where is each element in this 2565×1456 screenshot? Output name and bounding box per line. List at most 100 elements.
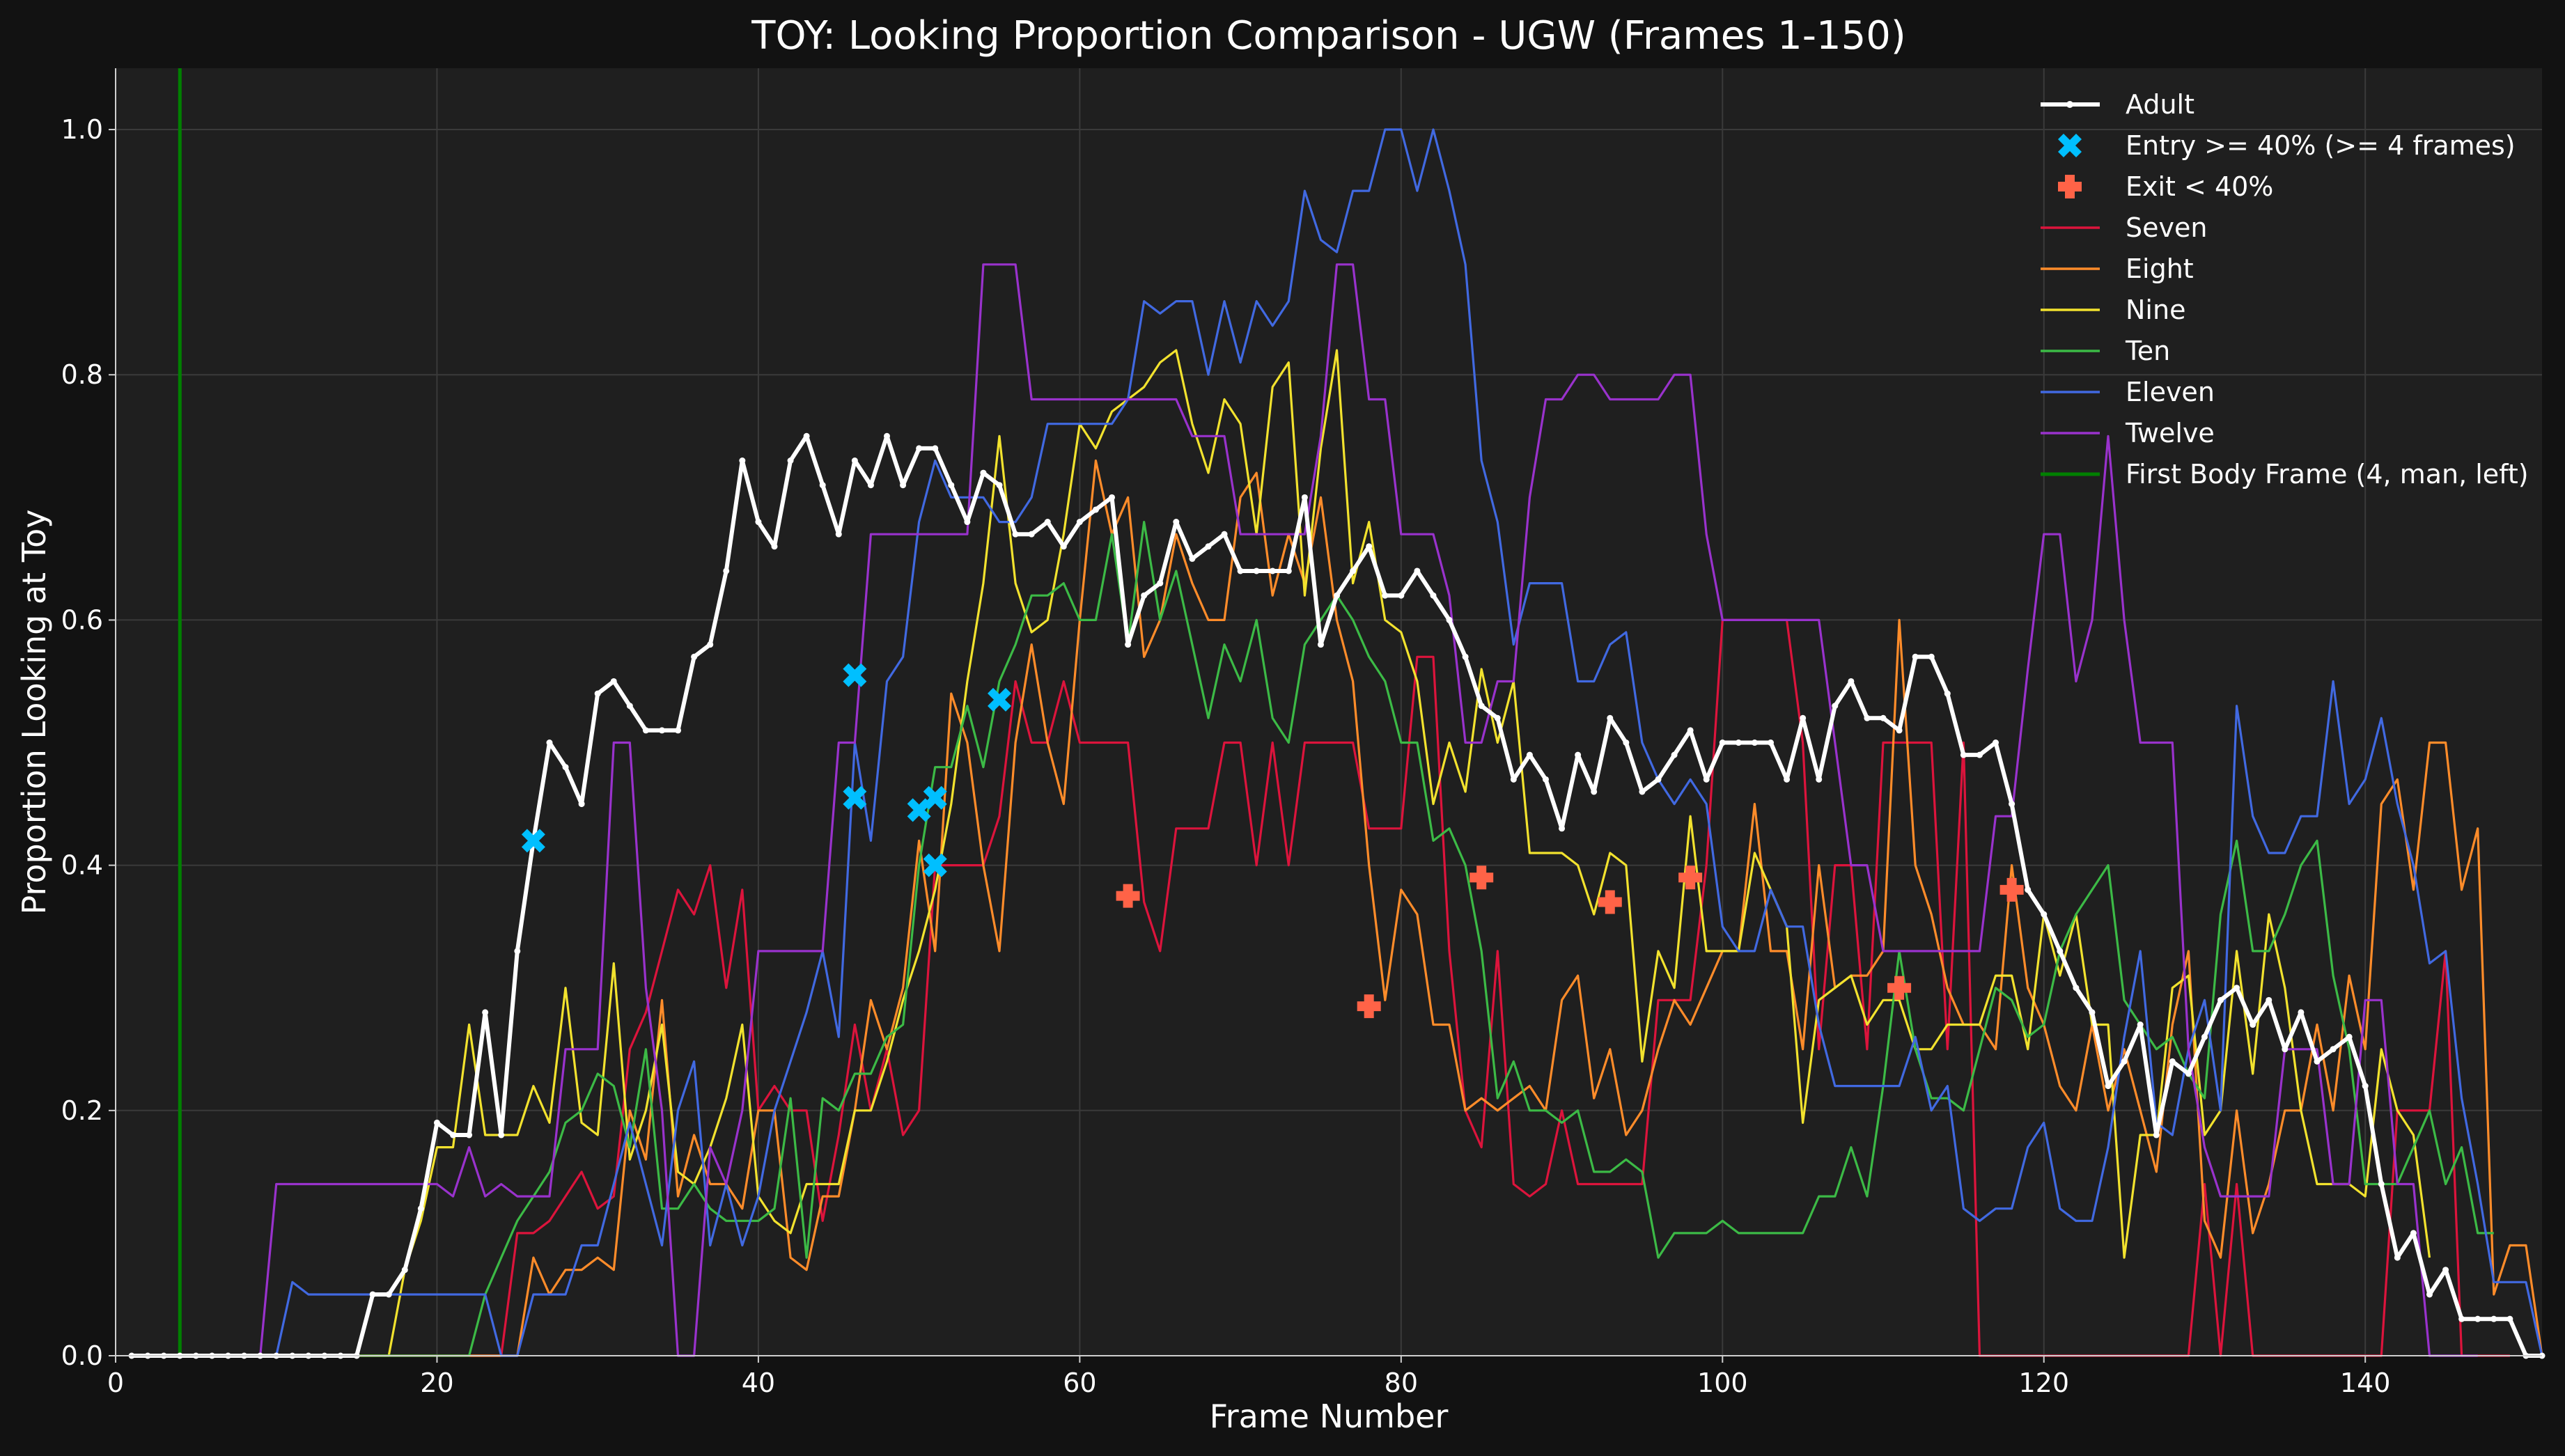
adult-point: [1591, 788, 1598, 795]
adult-point: [1366, 543, 1373, 550]
adult-point: [1993, 739, 1999, 746]
series-line-twelve: [132, 263, 2478, 1357]
adult-point: [1864, 714, 1871, 721]
entry-marker: [521, 829, 545, 853]
adult-point: [1719, 739, 1726, 746]
adult-point: [1542, 776, 1549, 783]
adult-point: [1671, 751, 1678, 758]
adult-point: [594, 690, 601, 697]
adult-point: [835, 531, 842, 538]
entry-marker: [923, 785, 947, 810]
adult-point: [1141, 592, 1148, 599]
adult-point: [1816, 776, 1823, 783]
adult-point: [1784, 776, 1791, 783]
adult-point: [2250, 1021, 2256, 1028]
adult-point: [996, 482, 1003, 489]
adult-point: [546, 739, 553, 746]
adult-point: [691, 653, 698, 660]
x-tick-label: 80: [1385, 1368, 1418, 1398]
plot-area-background: [116, 68, 2542, 1356]
adult-point: [948, 482, 955, 489]
adult-point: [1575, 751, 1582, 758]
chart-title: TOY: Looking Proportion Comparison - UGW…: [751, 13, 1906, 58]
legend-label-ten: Ten: [2125, 336, 2170, 366]
adult-point: [2346, 1033, 2353, 1040]
adult-point: [1687, 727, 1694, 734]
adult-point: [2057, 948, 2064, 955]
legend-label-first-body-frame-4-man-left: First Body Frame (4, man, left): [2126, 459, 2529, 490]
axes: [115, 68, 2542, 1356]
adult-point: [1285, 567, 1292, 574]
adult-point: [2426, 1291, 2433, 1298]
adult-point: [514, 948, 521, 955]
adult-point: [675, 727, 682, 734]
entry-marker: [843, 785, 867, 810]
legend-label-eleven: Eleven: [2126, 377, 2215, 407]
legend-label-eight: Eight: [2126, 253, 2194, 284]
adult-point: [1398, 592, 1405, 599]
adult-point: [2266, 996, 2272, 1003]
x-axis-label: Frame Number: [1210, 1398, 1449, 1435]
adult-point: [2089, 1009, 2096, 1016]
exit-marker: [1678, 866, 1703, 890]
x-tick-label: 120: [2018, 1368, 2069, 1398]
exit-marker: [1598, 890, 1622, 914]
legend-label-entry-40-4-frames: Entry >= 40% (>= 4 frames): [2126, 130, 2516, 161]
series-line-eight: [132, 459, 2543, 1357]
event-markers: [521, 663, 2024, 1019]
legend: Adult Entry >= 40% (>= 4 frames) Exit < 40…: [2041, 89, 2529, 490]
adult-point: [578, 801, 585, 808]
adult-point: [2153, 1132, 2160, 1138]
adult-point: [1655, 776, 1662, 783]
legend-label-nine: Nine: [2126, 295, 2185, 325]
y-tick-label: 0.4: [61, 850, 103, 881]
adult-point: [2169, 1058, 2176, 1065]
adult-point: [1060, 543, 1067, 550]
series-line-eleven: [132, 128, 2543, 1357]
adult-point: [1269, 567, 1276, 574]
legend-label-seven: Seven: [2126, 212, 2207, 243]
x-tick-label: 60: [1063, 1368, 1096, 1398]
adult-point: [1639, 788, 1646, 795]
adult-point: [1848, 678, 1855, 684]
adult-point: [771, 543, 778, 550]
adult-point: [2410, 1230, 2417, 1237]
adult-point: [1768, 739, 1775, 746]
adult-point: [2314, 1058, 2321, 1065]
x-tick-label: 40: [742, 1368, 775, 1398]
adult-point: [980, 469, 987, 476]
legend-swatch-point: [2066, 101, 2073, 108]
adult-point: [1912, 653, 1919, 660]
adult-point: [2442, 1267, 2449, 1274]
adult-point: [2233, 985, 2240, 992]
adult-point: [1334, 592, 1341, 599]
adult-point: [1751, 739, 1758, 746]
legend-swatch-exit-40: [2058, 175, 2082, 198]
adult-point: [466, 1132, 473, 1138]
adult-point: [2474, 1315, 2481, 1322]
adult-point: [803, 432, 810, 439]
adult-point: [1076, 519, 1083, 526]
legend-swatch-entry-40-4-frames: [2058, 134, 2082, 157]
adult-point: [433, 1119, 440, 1126]
adult-point: [482, 1009, 489, 1016]
adult-point: [932, 445, 939, 452]
adult-point: [2458, 1315, 2465, 1322]
adult-point: [1510, 776, 1517, 783]
entry-marker: [843, 663, 867, 687]
adult-point: [642, 727, 649, 734]
adult-point: [610, 678, 617, 684]
adult-point: [1109, 494, 1116, 501]
adult-point: [562, 764, 569, 771]
adult-point: [1157, 580, 1164, 587]
adult-point: [900, 482, 907, 489]
adult-point: [723, 567, 730, 574]
adult-point: [2330, 1046, 2337, 1053]
adult-point: [1607, 714, 1614, 721]
adult-point: [2137, 1021, 2144, 1028]
adult-point: [867, 482, 874, 489]
adult-point: [819, 482, 826, 489]
adult-point: [1189, 555, 1196, 562]
adult-point: [1125, 641, 1132, 648]
adult-point: [1478, 703, 1485, 710]
